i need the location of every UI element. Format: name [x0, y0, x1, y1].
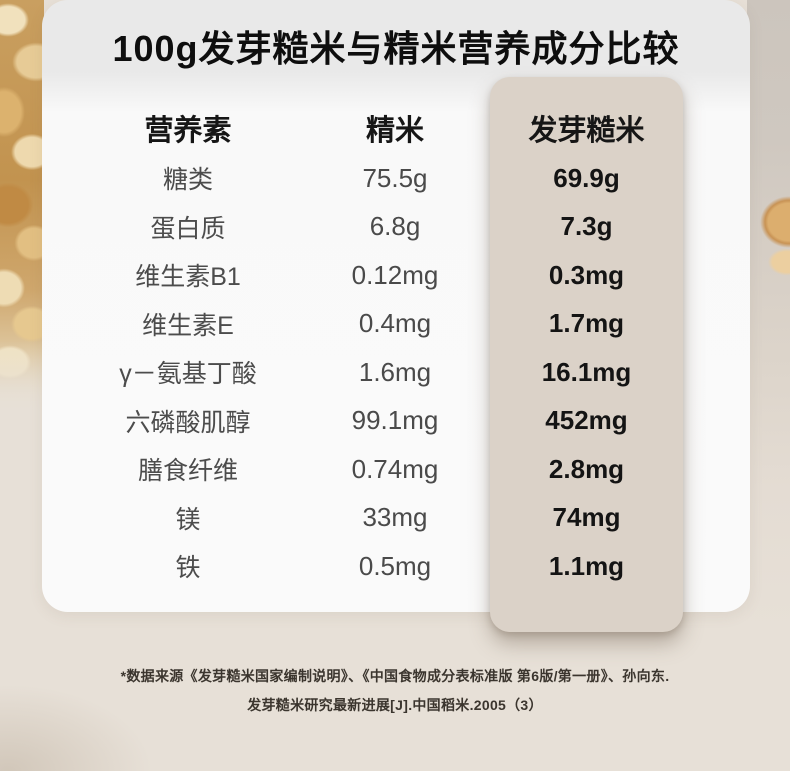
comparison-card: 100g发芽糙米与精米营养成分比较 营养素 精米 发芽糙米 糖类 75.5g 6… — [42, 0, 750, 632]
table-row: 糖类 75.5g 69.9g — [42, 154, 750, 203]
polished-rice-value: 0.74mg — [351, 453, 439, 484]
table-row: 铁 0.5mg 1.1mg — [42, 542, 750, 591]
nutrient-label: 糖类 — [162, 166, 213, 195]
nutrient-label: 维生素E — [142, 311, 234, 340]
polished-rice-value: 6.8g — [369, 211, 421, 242]
table-row: γ－氨基丁酸 1.6mg 16.1mg — [42, 348, 750, 397]
germinated-rice-value: 452mg — [545, 405, 628, 436]
table-row: 维生素B1 0.12mg 0.3mg — [42, 251, 750, 300]
table-header: 营养素 精米 发芽糙米 — [42, 100, 750, 156]
polished-rice-value: 0.5mg — [358, 550, 432, 581]
polished-rice-value: 99.1mg — [351, 405, 439, 436]
germinated-rice-value: 7.3g — [560, 211, 613, 242]
germinated-rice-value: 2.8mg — [548, 453, 625, 484]
footnote: *数据来源《发芽糙米国家编制说明》、《中国食物成分表标准版 第6版/第一册》、孙… — [0, 662, 790, 720]
polished-rice-value: 0.12mg — [351, 259, 439, 290]
table-row: 六磷酸肌醇 99.1mg 452mg — [42, 397, 750, 446]
nutrient-label: 蛋白质 — [150, 214, 226, 243]
polished-rice-value: 1.6mg — [358, 356, 432, 387]
table-body: 糖类 75.5g 69.9g 蛋白质 6.8g 7.3g 维生素B1 0.12m… — [42, 154, 750, 591]
germinated-rice-value: 1.1mg — [548, 550, 625, 581]
nutrient-label: 膳食纤维 — [137, 457, 238, 486]
column-header-polished-rice: 精米 — [365, 115, 424, 147]
table-row: 镁 33mg 74mg — [42, 494, 750, 543]
highlight-column-germinated-brown-rice — [490, 77, 683, 632]
nutrient-label: 维生素B1 — [135, 263, 241, 292]
column-header-germinated-brown-rice: 发芽糙米 — [528, 115, 645, 147]
rice-grains-photo-right — [747, 0, 790, 771]
germinated-rice-value: 1.7mg — [548, 308, 625, 339]
nutrient-label: 镁 — [175, 505, 201, 534]
nutrient-label: γ－氨基丁酸 — [119, 360, 257, 389]
germinated-rice-value: 74mg — [552, 502, 621, 533]
polished-rice-value: 33mg — [362, 502, 428, 533]
germinated-rice-value: 69.9g — [553, 162, 620, 193]
rice-grains-photo-left — [0, 0, 44, 420]
table-row: 维生素E 0.4mg 1.7mg — [42, 300, 750, 349]
nutrient-label: 六磷酸肌醇 — [125, 408, 251, 437]
floor-shadow — [0, 621, 220, 771]
footnote-line-2: 发芽糙米研究最新进展[J].中国稻米.2005（3） — [247, 697, 543, 713]
germinated-rice-value: 0.3mg — [548, 259, 625, 290]
table-row: 膳食纤维 0.74mg 2.8mg — [42, 445, 750, 494]
column-header-nutrient: 营养素 — [144, 115, 232, 147]
table-row: 蛋白质 6.8g 7.3g — [42, 203, 750, 252]
page-title: 100g发芽糙米与精米营养成分比较 — [112, 28, 680, 69]
polished-rice-value: 0.4mg — [358, 308, 432, 339]
nutrient-label: 铁 — [175, 554, 201, 583]
polished-rice-value: 75.5g — [362, 162, 428, 193]
germinated-rice-value: 16.1mg — [541, 356, 632, 387]
footnote-line-1: *数据来源《发芽糙米国家编制说明》、《中国食物成分表标准版 第6版/第一册》、孙… — [120, 668, 670, 684]
